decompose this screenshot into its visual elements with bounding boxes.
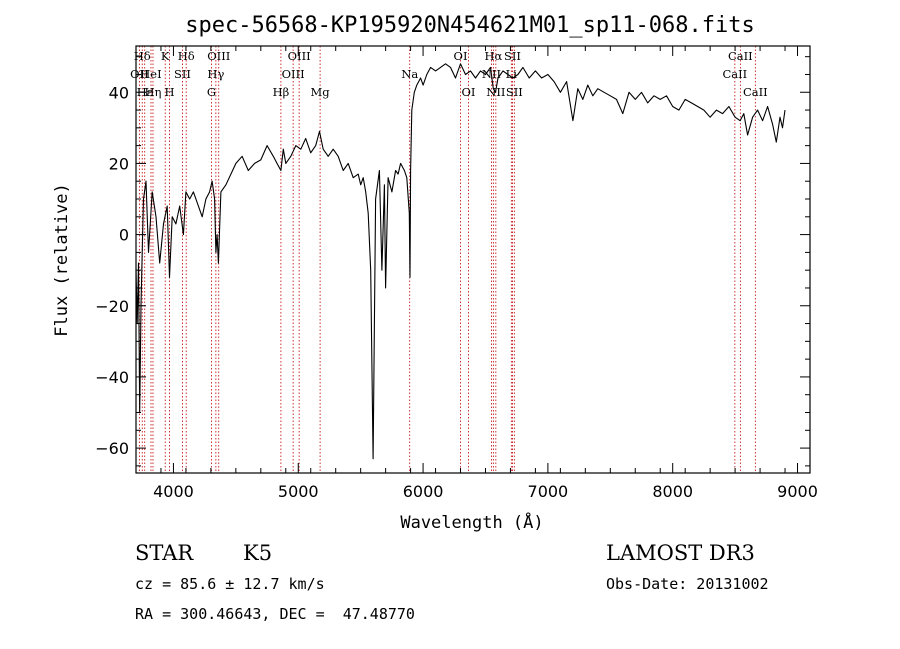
x-tick-label: 9000 — [777, 482, 818, 501]
x-tick-label: 7000 — [528, 482, 569, 501]
line-marker-label: Hδ — [178, 49, 195, 63]
line-marker-label: CaII — [728, 49, 753, 63]
x-tick-label: 4000 — [153, 482, 194, 501]
line-marker-label: Na — [401, 67, 418, 81]
line-marker-label: OIII — [282, 67, 305, 81]
x-axis: 4000 5000 6000 7000 8000 9000 — [135, 46, 818, 501]
line-marker-label: G — [207, 85, 216, 99]
x-tick-label: 5000 — [278, 482, 319, 501]
y-tick-label: −40 — [95, 368, 129, 387]
line-marker-label: SII — [174, 67, 191, 81]
line-marker-label: Hη — [145, 85, 162, 99]
y-tick-label: −60 — [95, 439, 129, 458]
spectrum-line — [135, 63, 786, 460]
y-tick-label: 0 — [119, 226, 129, 245]
line-marker-label: OI — [454, 49, 468, 63]
line-marker-label: Hγ — [207, 67, 224, 81]
line-marker-label: OI — [462, 85, 476, 99]
line-marker-label: CaII — [722, 67, 747, 81]
y-tick-label: 40 — [109, 83, 129, 102]
line-markers — [138, 46, 756, 473]
line-marker-label: SII — [506, 85, 523, 99]
line-marker-label: Hδ — [134, 49, 151, 63]
line-marker-label: Hα — [484, 49, 502, 63]
line-marker-label: K — [161, 49, 170, 63]
y-axis: −60 −40 −20 0 20 40 — [95, 56, 810, 467]
x-tick-label: 6000 — [403, 482, 444, 501]
obs-date: Obs-Date: 20131002 — [606, 575, 769, 593]
y-tick-label: −20 — [95, 297, 129, 316]
coordinates: RA = 300.46643, DEC = 47.48770 — [135, 605, 415, 623]
line-marker-label: HeI — [140, 67, 161, 81]
line-marker-label: CaII — [743, 85, 768, 99]
y-axis-label: Flux (relative) — [52, 183, 72, 337]
line-marker-label: Hβ — [273, 85, 290, 99]
line-marker-label: OIII — [207, 49, 230, 63]
x-axis-label: Wavelength (Å) — [400, 511, 543, 533]
object-subclass: K5 — [243, 541, 272, 565]
survey-label: LAMOST DR3 — [606, 541, 755, 565]
chart-title: spec-56568-KP195920N454621M01_sp11-068.f… — [185, 13, 755, 38]
line-marker-label: Mg — [311, 85, 331, 99]
line-marker-label: OIII — [288, 49, 311, 63]
plot-frame — [135, 45, 811, 474]
line-marker-label: SII — [504, 49, 521, 63]
object-class: STAR — [135, 541, 194, 565]
x-tick-label: 8000 — [652, 482, 693, 501]
redshift-info: cz = 85.6 ± 12.7 km/s — [135, 575, 325, 593]
line-marker-label: Li — [506, 67, 518, 81]
line-marker-label: H — [165, 85, 175, 99]
y-tick-label: 20 — [109, 154, 129, 173]
